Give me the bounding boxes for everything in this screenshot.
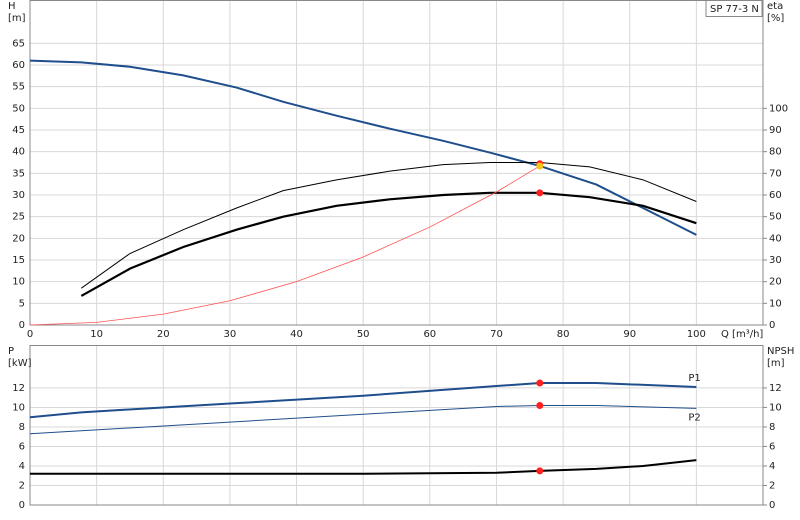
point-marker bbox=[536, 467, 544, 475]
y-tick-label: 40 bbox=[12, 147, 25, 158]
y-tick-label: 10 bbox=[12, 402, 25, 413]
y2-tick-label: 8 bbox=[769, 422, 775, 433]
y-tick-label: 55 bbox=[12, 82, 25, 93]
y2-tick-label: 70 bbox=[769, 168, 782, 179]
x-tick-label: 70 bbox=[490, 329, 503, 340]
y2-tick-label: 100 bbox=[769, 103, 788, 114]
y2-tick-label: 90 bbox=[769, 125, 782, 136]
y-tick-label: 45 bbox=[12, 125, 25, 136]
y-tick-label: 8 bbox=[19, 422, 25, 433]
y-tick-label: 65 bbox=[12, 38, 25, 49]
series-line bbox=[29, 165, 540, 326]
y-tick-label: 12 bbox=[12, 383, 25, 394]
series-line bbox=[29, 404, 697, 435]
y-tick-label: 4 bbox=[19, 461, 25, 472]
y-tick-label: 2 bbox=[19, 480, 25, 491]
x-tick-label: 0 bbox=[27, 329, 33, 340]
y-axis-label: P bbox=[8, 346, 14, 357]
y-tick-label: 60 bbox=[12, 60, 25, 71]
plot-frame bbox=[29, 0, 764, 326]
y2-tick-label: 40 bbox=[769, 233, 782, 244]
series-label: P2 bbox=[688, 412, 700, 423]
x-tick-label: 10 bbox=[90, 329, 103, 340]
series-line bbox=[29, 382, 697, 419]
y2-tick-label: 12 bbox=[769, 383, 782, 394]
y2-axis-unit: [m] bbox=[767, 358, 785, 369]
y2-tick-label: 50 bbox=[769, 212, 782, 223]
point-marker bbox=[536, 379, 544, 387]
point-marker bbox=[536, 162, 544, 170]
y2-axis-unit: [%] bbox=[767, 13, 784, 24]
y-tick-label: 30 bbox=[12, 190, 25, 201]
x-tick-label: 50 bbox=[357, 329, 370, 340]
series-line bbox=[80, 191, 697, 297]
legend-text: SP 77-3 N bbox=[710, 4, 759, 15]
x-tick-label: 40 bbox=[290, 329, 303, 340]
series-line bbox=[29, 59, 697, 236]
y-tick-label: 15 bbox=[12, 255, 25, 266]
y-tick-label: 0 bbox=[19, 320, 25, 331]
point-marker bbox=[536, 189, 544, 197]
y-tick-label: 10 bbox=[12, 277, 25, 288]
y-tick-label: 50 bbox=[12, 103, 25, 114]
x-tick-label: 20 bbox=[157, 329, 170, 340]
y-axis-unit: [m] bbox=[8, 13, 26, 24]
y2-tick-label: 4 bbox=[769, 461, 775, 472]
x-tick-label: 60 bbox=[423, 329, 436, 340]
y2-tick-label: 10 bbox=[769, 298, 782, 309]
y2-tick-label: 80 bbox=[769, 147, 782, 158]
series-line bbox=[30, 459, 697, 475]
y-tick-label: 35 bbox=[12, 168, 25, 179]
y-tick-label: 6 bbox=[19, 441, 25, 452]
x-tick-label: 80 bbox=[557, 329, 570, 340]
y-tick-label: 20 bbox=[12, 233, 25, 244]
x-tick-label: 100 bbox=[687, 329, 706, 340]
point-marker bbox=[536, 401, 544, 409]
y2-axis-label: NPSH bbox=[767, 346, 794, 357]
x-tick-label: 30 bbox=[224, 329, 237, 340]
y2-tick-label: 6 bbox=[769, 441, 775, 452]
series-label: P1 bbox=[688, 373, 700, 384]
y2-tick-label: 0 bbox=[769, 500, 775, 511]
y2-tick-label: 60 bbox=[769, 190, 782, 201]
y2-tick-label: 10 bbox=[769, 402, 782, 413]
y-tick-label: 0 bbox=[19, 500, 25, 511]
y-axis-label: H bbox=[8, 1, 16, 12]
y2-tick-label: 30 bbox=[769, 255, 782, 266]
series-line bbox=[81, 162, 697, 289]
y2-tick-label: 2 bbox=[769, 480, 775, 491]
y-tick-label: 5 bbox=[19, 298, 25, 309]
y2-tick-label: 0 bbox=[769, 320, 775, 331]
y2-axis-label: eta bbox=[767, 1, 783, 12]
x-tick-label: 90 bbox=[623, 329, 636, 340]
x-axis-label: Q [m³/h] bbox=[721, 329, 763, 340]
plot-frame bbox=[29, 345, 764, 506]
y-tick-label: 25 bbox=[12, 212, 25, 223]
legend-box bbox=[705, 0, 763, 17]
y2-tick-label: 20 bbox=[769, 277, 782, 288]
y-axis-unit: [kW] bbox=[8, 358, 32, 369]
